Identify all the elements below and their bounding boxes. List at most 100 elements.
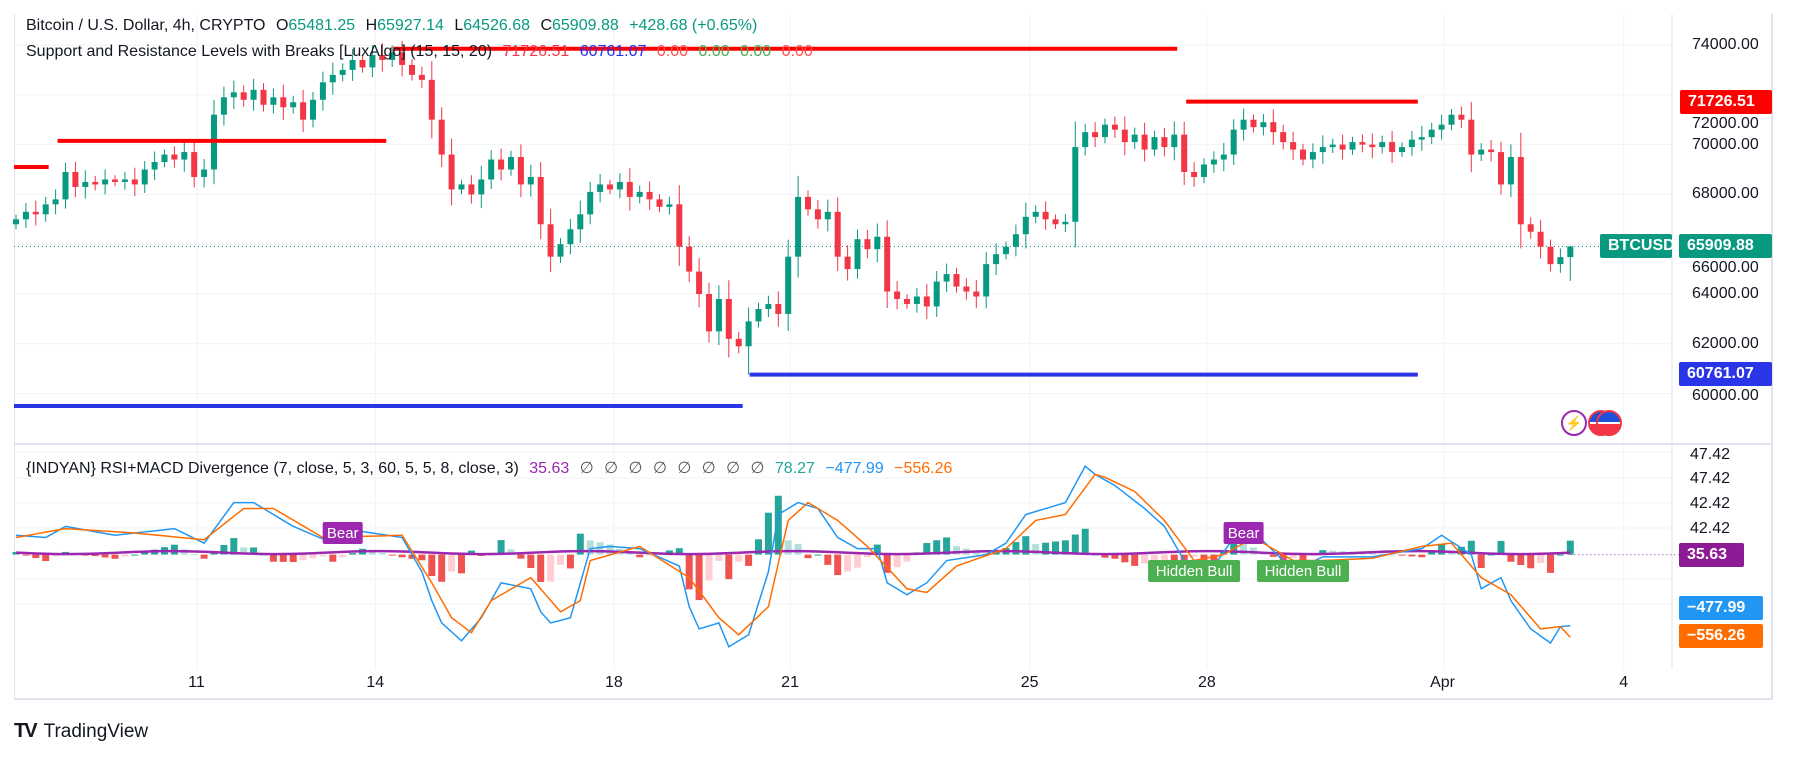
candle-body — [1052, 219, 1059, 225]
candle-body — [814, 209, 821, 220]
histogram-bar — [1566, 540, 1574, 555]
histogram-bar — [566, 554, 574, 569]
candle-body — [1319, 147, 1326, 153]
candle-body — [913, 296, 920, 304]
candle-body — [1280, 132, 1287, 143]
indicator-axis-tick: 42.42 — [1690, 495, 1731, 512]
histogram-bar — [190, 554, 198, 556]
candle-body — [1428, 129, 1435, 138]
histogram-bar — [1032, 543, 1040, 555]
candle-body — [52, 199, 59, 205]
price-axis-tick: 60000.00 — [1692, 387, 1759, 404]
histogram-bar — [685, 554, 693, 590]
histogram-bar — [1190, 554, 1198, 557]
divergence-label: Hidden Bull — [1265, 563, 1342, 580]
histogram-bar — [1428, 550, 1436, 555]
candle-body — [102, 179, 109, 185]
sr-value-support: 60761.07 — [579, 43, 647, 60]
histogram-bar — [764, 512, 772, 555]
macd-line — [15, 465, 1571, 648]
indicator-title[interactable]: {INDYAN} RSI+MACD Divergence (7, close, … — [26, 460, 519, 477]
histogram-bar — [1279, 554, 1287, 562]
indicator-legend: {INDYAN} RSI+MACD Divergence (7, close, … — [26, 458, 958, 478]
candle-body — [1537, 231, 1544, 247]
candle-body — [1547, 246, 1554, 265]
histogram-bar — [1131, 554, 1139, 566]
sr-legend: Support and Resistance Levels with Break… — [26, 43, 819, 61]
histogram-bar — [1081, 528, 1089, 555]
candle-body — [1260, 122, 1267, 128]
candle-body — [894, 291, 901, 299]
candle-body — [577, 214, 584, 230]
candle-body — [1072, 147, 1079, 222]
low-label: L — [454, 17, 464, 34]
histogram-bar — [665, 550, 673, 555]
candle-body — [1032, 211, 1039, 217]
sr-indicator-title[interactable]: Support and Resistance Levels with Break… — [26, 43, 493, 60]
candle-body — [1290, 142, 1297, 150]
histogram-bar — [1537, 554, 1545, 564]
tradingview-logo[interactable]: TV TradingView — [14, 720, 148, 743]
candle-body — [181, 152, 188, 160]
change-value: +428.68 (+0.65%) — [629, 17, 758, 34]
candle-body — [300, 102, 307, 120]
histogram-bar — [547, 554, 555, 582]
tradingview-logo-icon: TV — [14, 720, 38, 742]
candle-body — [240, 92, 247, 100]
candle-body — [854, 239, 861, 270]
histogram-bar — [309, 554, 317, 559]
candle-body — [310, 99, 316, 120]
histogram-bar — [626, 552, 634, 555]
indicator-rsi-value: 35.63 — [529, 460, 570, 477]
candle-body — [983, 264, 990, 297]
symbol-title[interactable]: Bitcoin / U.S. Dollar, 4h, CRYPTO — [26, 17, 266, 34]
histogram-bar — [319, 554, 327, 557]
candle-body — [587, 191, 594, 215]
candle-body — [389, 52, 396, 60]
histogram-bar — [1141, 554, 1149, 564]
histogram-bar — [497, 540, 505, 555]
us-flag-event-icon[interactable] — [1596, 410, 1622, 436]
rsi-line — [15, 549, 1571, 556]
histogram-bar — [636, 554, 644, 558]
histogram-bar — [398, 554, 406, 558]
empty-value: ∅ — [604, 460, 619, 477]
indicator-value-1: 78.27 — [774, 460, 815, 477]
candle-body — [379, 54, 386, 60]
candle-body — [13, 219, 19, 225]
candle-body — [953, 274, 960, 287]
candle-body — [597, 184, 604, 192]
candle-body — [1161, 137, 1168, 148]
candle-body — [290, 102, 297, 108]
candle-body — [1181, 134, 1188, 172]
candle-body — [260, 89, 267, 105]
candle-body — [131, 179, 138, 185]
candle-body — [428, 79, 435, 120]
candle-body — [1379, 142, 1386, 148]
histogram-bar — [1507, 554, 1515, 562]
histogram-bar — [299, 554, 307, 561]
sr-value-5: 0.00 — [740, 43, 772, 60]
candle-body — [607, 184, 613, 190]
close-value: 65909.88 — [552, 17, 619, 34]
candle-body — [636, 191, 643, 197]
empty-value: ∅ — [726, 460, 741, 477]
histogram-bar — [52, 554, 60, 557]
histogram-bar — [1250, 547, 1257, 555]
tradingview-logo-text: TradingView — [43, 720, 149, 742]
histogram-bar — [745, 554, 753, 566]
signal-tag: −556.26 — [1679, 624, 1763, 648]
divergence-label-box — [1148, 560, 1241, 582]
lightning-event-icon[interactable]: ⚡ — [1561, 410, 1587, 436]
histogram-bar — [1121, 554, 1129, 563]
time-axis-tick: 21 — [781, 674, 799, 691]
time-axis-tick: Apr — [1430, 674, 1455, 691]
candle-body — [438, 119, 445, 155]
divergence-label: Bear — [1228, 525, 1260, 542]
histogram-bar — [428, 554, 436, 576]
histogram-bar — [289, 554, 297, 563]
histogram-bar — [42, 554, 50, 562]
candle-body — [1003, 246, 1009, 255]
candle-body — [191, 152, 198, 177]
